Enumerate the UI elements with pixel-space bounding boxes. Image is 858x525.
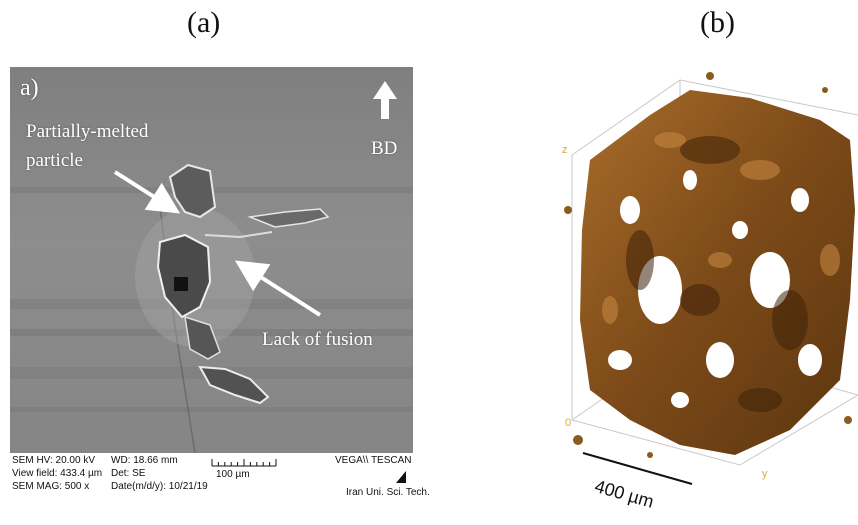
lack-of-fusion-arrow — [234, 260, 322, 317]
panel-a-label: (a) — [187, 6, 221, 39]
pore-volume-image — [564, 72, 858, 485]
sem-brand: VEGA\\ TESCAN — [335, 455, 412, 466]
pore-network — [564, 72, 855, 458]
sem-institution: Iran Uni. Sci. Tech. — [346, 487, 430, 498]
scale-bar-line — [582, 452, 693, 485]
build-direction-arrow — [373, 81, 397, 119]
tomography-render: z 0 y — [560, 60, 858, 520]
build-direction-label: BD — [371, 138, 398, 159]
axis-y-label: y — [762, 468, 768, 480]
sem-mag: SEM MAG: 500 x — [12, 481, 90, 492]
sem-view-field: View field: 433.4 µm — [12, 468, 103, 479]
lack-of-fusion-label: Lack of fusion — [262, 329, 373, 350]
sem-hv: SEM HV: 20.00 kV — [12, 455, 95, 466]
sem-info-bar: SEM HV: 20.00 kV View field: 433.4 µm SE… — [10, 453, 430, 520]
partially-melted-arrow — [113, 170, 181, 214]
sem-sub-label: a) — [20, 75, 39, 101]
axis-z-label: z — [562, 144, 568, 156]
sem-image — [10, 67, 413, 453]
panel-b-label: (b) — [700, 6, 735, 39]
sem-scale-bar — [211, 459, 277, 467]
sem-det: Det: SE — [111, 468, 146, 479]
partially-melted-label-line1: Partially-melted — [26, 121, 149, 142]
sem-micrograph: a) Partially-melted particle Lack of fus… — [10, 67, 413, 453]
axis-zero-label: 0 — [565, 417, 572, 429]
sem-wd: WD: 18.66 mm — [111, 455, 178, 466]
sem-scale-label: 100 µm — [216, 469, 250, 480]
tescan-logo-icon — [396, 471, 406, 483]
sem-date: Date(m/d/y): 10/21/19 — [111, 481, 208, 492]
partially-melted-label-line2: particle — [26, 150, 83, 171]
